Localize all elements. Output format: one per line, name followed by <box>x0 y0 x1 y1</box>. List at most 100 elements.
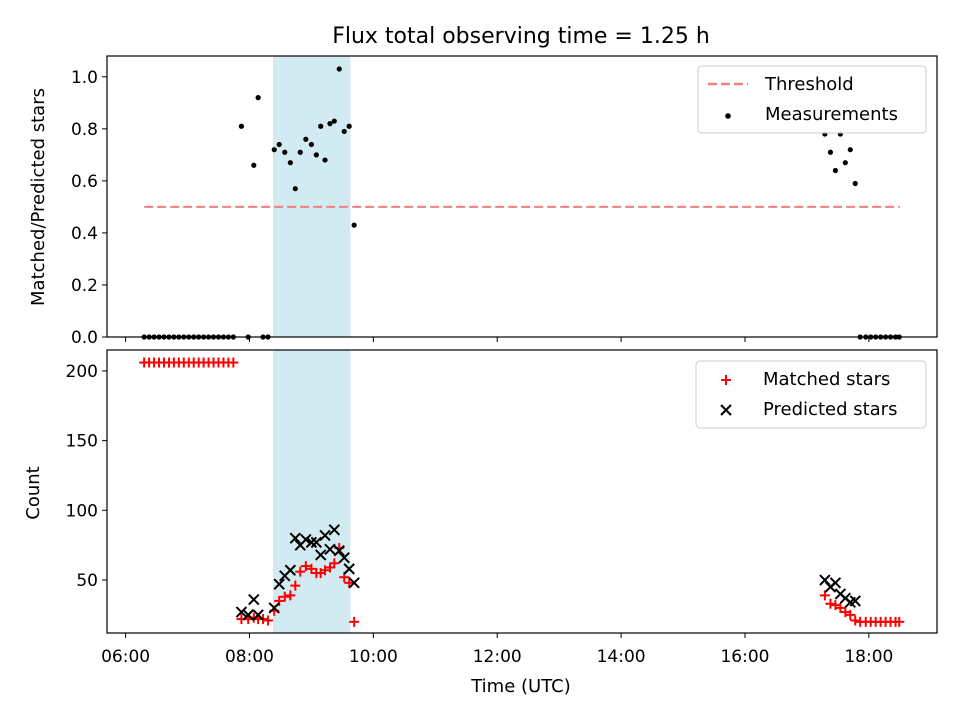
predicted-stars-point <box>849 595 861 607</box>
measurement-point <box>308 141 315 148</box>
matched-stars-point <box>894 616 905 627</box>
measurement-point <box>331 118 337 124</box>
top-shaded-span <box>273 56 351 337</box>
matched-stars-point <box>285 590 296 601</box>
predicted-stars-point <box>242 609 254 621</box>
measurement-point <box>313 152 319 158</box>
matched-stars-point <box>263 615 274 626</box>
matched-stars-point <box>228 357 239 368</box>
measurement-point <box>827 149 834 155</box>
predicted-stars-point <box>314 549 327 561</box>
matched-stars-point <box>344 577 355 588</box>
predicted-stars-point <box>338 552 350 564</box>
top-legend: Threshold Measurements <box>697 65 927 134</box>
legend-measurements-swatch <box>725 113 731 119</box>
measurement-point <box>297 149 303 155</box>
bottom-y-tick-label: 100 <box>66 501 98 521</box>
legend-threshold-label: Threshold <box>764 74 854 95</box>
matched-stars-point <box>819 590 830 601</box>
measurement-point <box>346 123 352 129</box>
measurement-point <box>832 167 839 174</box>
measurement-point <box>282 149 288 155</box>
x-tick-label: 18:00 <box>844 647 893 667</box>
predicted-stars-point <box>328 524 341 536</box>
x-axis-label: Time (UTC) <box>470 676 571 697</box>
measurement-point <box>341 128 347 135</box>
x-tick-label: 10:00 <box>349 647 398 667</box>
predicted-stars-point <box>319 529 331 542</box>
top-y-tick-label: 0.0 <box>71 328 98 348</box>
top-y-tick-label: 0.8 <box>71 120 98 140</box>
matched-stars-point <box>295 566 306 577</box>
measurement-point <box>303 136 309 142</box>
predicted-stars-point <box>273 578 285 590</box>
x-tick-label: 14:00 <box>597 647 646 667</box>
top-y-tick-label: 1.0 <box>71 68 98 88</box>
measurement-point <box>238 123 245 129</box>
legend-matched-label: Matched stars <box>763 369 890 390</box>
top-plot-area: 0.0 0.2 0.4 0.6 0.8 1.0 <box>71 55 938 348</box>
matched-stars-point <box>329 558 340 569</box>
legend-predicted-marker <box>720 404 732 416</box>
bottom-axes-frame <box>106 349 938 634</box>
legend-predicted-swatch <box>720 404 732 416</box>
legend-predicted-label: Predicted stars <box>763 399 897 420</box>
predicted-stars-point <box>310 536 323 549</box>
matched-stars-point <box>349 616 360 627</box>
top-y-tick-label: 0.6 <box>71 172 98 192</box>
x-tick-label: 06:00 <box>101 647 150 667</box>
bottom-legend: Matched stars Predicted stars <box>695 360 927 429</box>
measurement-point <box>318 123 324 129</box>
measurement-point <box>327 121 333 127</box>
predicted-stars-point <box>300 533 312 546</box>
legend-matched-marker <box>721 375 731 385</box>
matched-stars-point <box>845 609 856 620</box>
predicted-stars-point <box>289 532 302 544</box>
measurement-point <box>251 162 257 168</box>
predicted-stars-point <box>324 543 336 556</box>
measurement-point <box>287 160 293 166</box>
measurement-point <box>847 147 853 153</box>
top-axes-frame <box>106 55 938 338</box>
top-y-axis-label: Matched/Predicted stars <box>28 88 49 306</box>
measurement-point <box>292 186 298 192</box>
bottom-y-tick-label: 150 <box>66 432 98 452</box>
measurement-point <box>276 141 282 148</box>
bottom-y-tick-label: 50 <box>76 571 98 591</box>
top-y-tick-label: 0.4 <box>71 224 98 244</box>
matched-stars-point <box>290 580 301 591</box>
measurement-point <box>255 95 261 101</box>
top-legend-frame <box>697 65 927 134</box>
predicted-stars-point <box>252 609 264 621</box>
x-tick-label: 12:00 <box>473 647 522 667</box>
bottom-y-tick-label: 200 <box>66 362 98 382</box>
predicted-stars-point <box>235 606 248 618</box>
matched-stars-point <box>300 561 311 572</box>
predicted-stars-point <box>305 536 318 549</box>
chart-title: Flux total observing time = 1.25 h <box>332 24 710 49</box>
top-y-tick-label: 0.2 <box>71 276 98 296</box>
predicted-stars-point <box>268 602 280 614</box>
predicted-stars-point <box>343 563 355 575</box>
measurement-point <box>351 222 357 228</box>
predicted-stars-point <box>248 593 260 606</box>
legend-measurements-label: Measurements <box>765 104 898 125</box>
predicted-stars-point <box>333 545 345 557</box>
bottom-shaded-span <box>273 350 351 633</box>
matched-stars-point <box>825 598 836 609</box>
bottom-legend-frame <box>695 360 927 429</box>
x-tick-label: 08:00 <box>225 647 274 667</box>
predicted-stars-point <box>829 577 842 589</box>
measurement-point <box>271 147 277 153</box>
predicted-stars-point <box>284 564 297 576</box>
legend-matched-swatch <box>721 375 731 385</box>
bottom-y-axis-label: Count <box>23 466 44 519</box>
measurement-point <box>852 180 858 187</box>
measurement-point <box>842 160 848 166</box>
measurement-point <box>336 66 342 72</box>
measurement-point <box>322 157 328 163</box>
predicted-stars-point <box>348 577 360 589</box>
x-tick-label: 16:00 <box>720 647 769 667</box>
matched-stars-point <box>279 591 290 602</box>
